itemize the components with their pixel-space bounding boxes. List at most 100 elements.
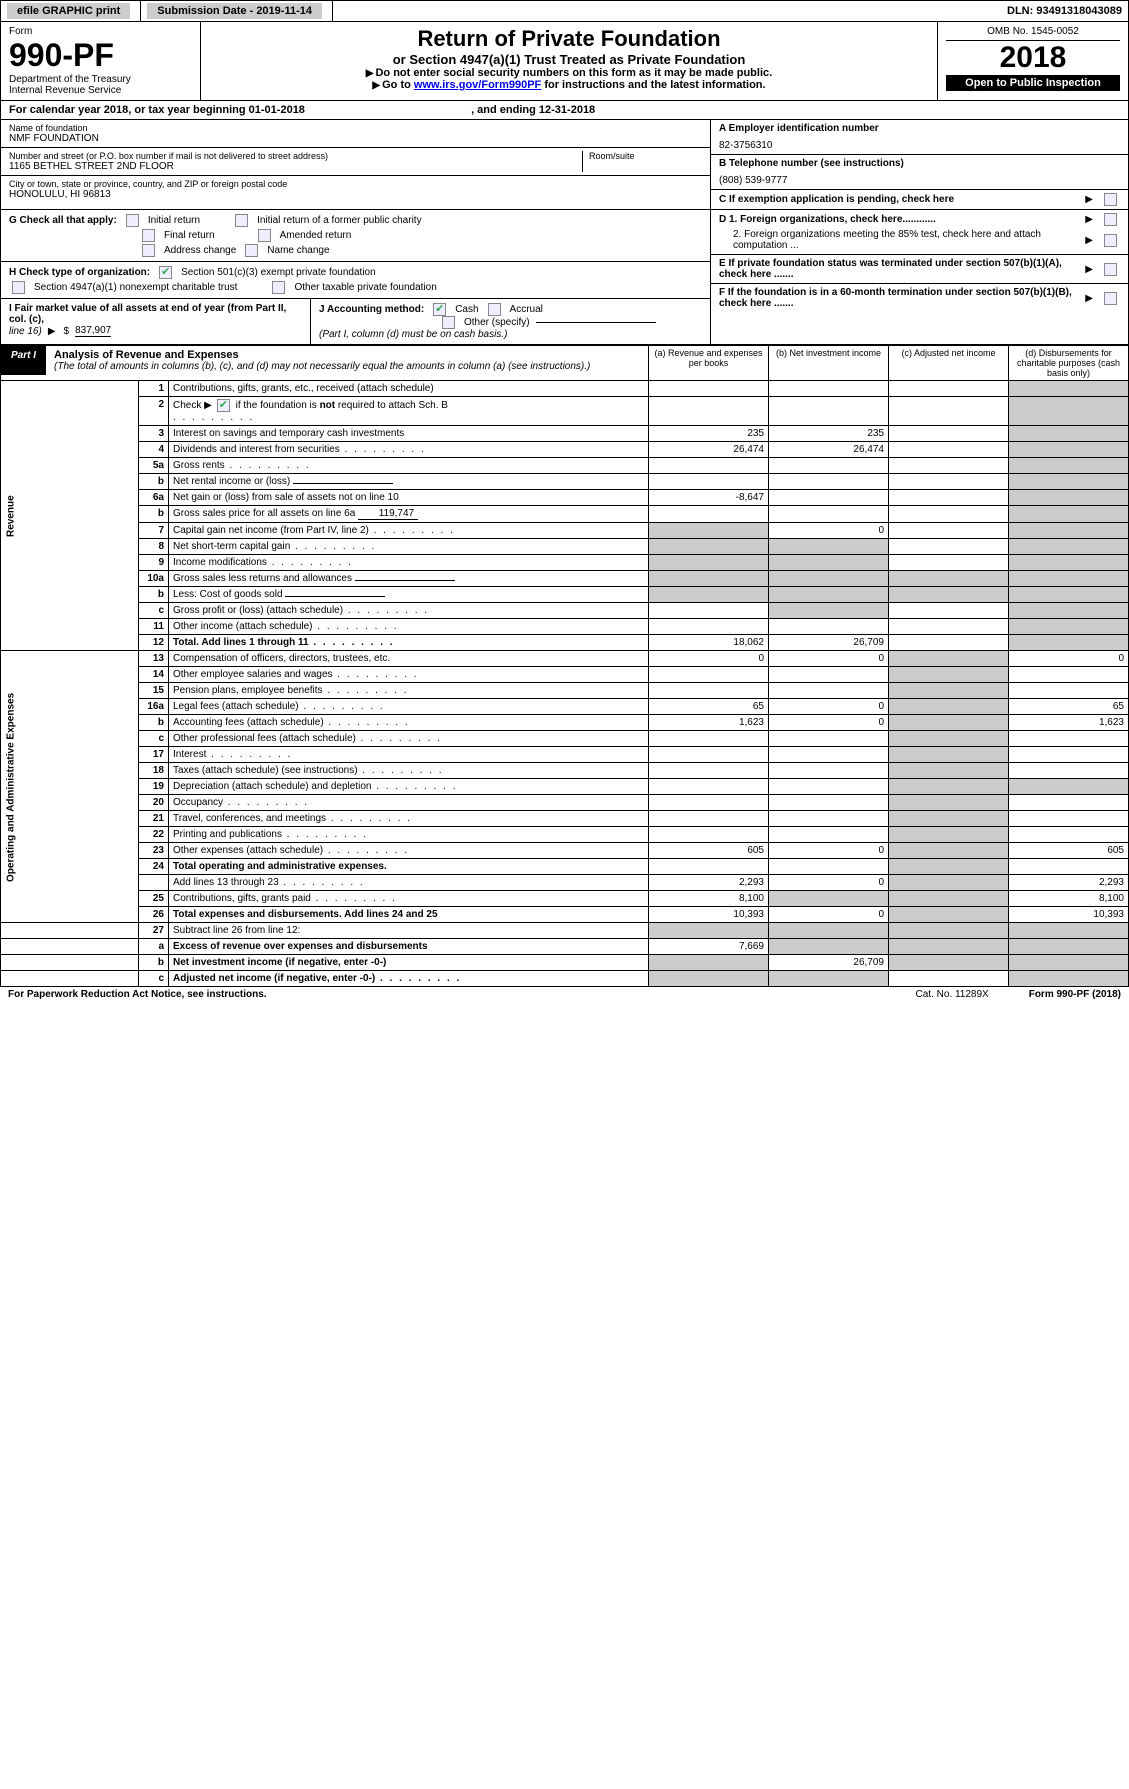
- c-checkbox[interactable]: [1104, 193, 1117, 206]
- line-desc: Accounting fees (attach schedule): [169, 715, 649, 731]
- value-cell: [649, 397, 769, 426]
- h-other-cb[interactable]: [272, 281, 285, 294]
- topbar: efile GRAPHIC print Submission Date - 20…: [0, 0, 1129, 22]
- value-cell: [889, 523, 1009, 539]
- f-cell: F If the foundation is in a 60-month ter…: [711, 284, 1128, 312]
- value-cell: [889, 381, 1009, 397]
- table-row: Operating and Administrative Expenses 13…: [1, 651, 1129, 667]
- value-cell: 2,293: [1009, 875, 1129, 891]
- i-line: line 16): [9, 326, 42, 337]
- value-cell: [889, 571, 1009, 587]
- line-num: 17: [139, 747, 169, 763]
- footer-left: For Paperwork Reduction Act Notice, see …: [8, 989, 267, 1000]
- value-cell: [769, 859, 889, 875]
- g-amended-cb[interactable]: [258, 229, 271, 242]
- value-cell: [1009, 971, 1129, 987]
- value-cell: 0: [769, 699, 889, 715]
- h-opt2: Section 4947(a)(1) nonexempt charitable …: [34, 282, 237, 293]
- value-cell: [1009, 458, 1129, 474]
- line-desc: Compensation of officers, directors, tru…: [169, 651, 649, 667]
- table-row: 6a Net gain or (loss) from sale of asset…: [1, 490, 1129, 506]
- info-grid: Name of foundation NMF FOUNDATION Number…: [0, 120, 1129, 210]
- h-4947-cb[interactable]: [12, 281, 25, 294]
- line-desc: Subtract line 26 from line 12:: [169, 923, 649, 939]
- g-initial: Initial return: [148, 215, 200, 226]
- value-cell: [649, 763, 769, 779]
- table-row: 27 Subtract line 26 from line 12:: [1, 923, 1129, 939]
- instr2-pre: Go to: [382, 79, 414, 91]
- value-cell: 235: [649, 426, 769, 442]
- form-header: Form 990-PF Department of the Treasury I…: [0, 22, 1129, 101]
- value-cell: [649, 811, 769, 827]
- value-cell: 1,623: [649, 715, 769, 731]
- line-num: 2: [139, 397, 169, 426]
- d2-cb[interactable]: [1104, 234, 1117, 247]
- value-cell: [769, 923, 889, 939]
- d1-cell: D 1. Foreign organizations, check here..…: [711, 210, 1128, 226]
- efile-btn[interactable]: efile GRAPHIC print: [7, 3, 130, 19]
- line-desc: Excess of revenue over expenses and disb…: [169, 939, 649, 955]
- line-desc: Gross profit or (loss) (attach schedule): [169, 603, 649, 619]
- line-desc: Travel, conferences, and meetings: [169, 811, 649, 827]
- inline-blank: [355, 580, 455, 581]
- line-desc: Add lines 13 through 23: [169, 875, 649, 891]
- line-num: b: [139, 715, 169, 731]
- table-row: 8 Net short-term capital gain: [1, 539, 1129, 555]
- form-word: Form: [9, 26, 192, 37]
- j-cash-cb[interactable]: [433, 303, 446, 316]
- value-cell: 605: [649, 843, 769, 859]
- value-cell: [889, 763, 1009, 779]
- instr-link[interactable]: www.irs.gov/Form990PF: [414, 79, 541, 91]
- g-name: Name change: [267, 245, 329, 256]
- h-501c3-cb[interactable]: [159, 266, 172, 279]
- value-cell: [769, 397, 889, 426]
- d1-cb[interactable]: [1104, 213, 1117, 226]
- j-cell: J Accounting method: Cash Accrual Other …: [311, 299, 710, 344]
- g-final-cb[interactable]: [142, 229, 155, 242]
- submission-btn[interactable]: Submission Date - 2019-11-14: [147, 3, 322, 19]
- g-initial-cb[interactable]: [126, 214, 139, 227]
- value-cell: [889, 555, 1009, 571]
- value-cell: [1009, 859, 1129, 875]
- value-cell: [649, 474, 769, 490]
- value-cell: [649, 619, 769, 635]
- g-addr-cb[interactable]: [142, 244, 155, 257]
- inline-val: 119,747: [358, 508, 418, 520]
- i-cell: I Fair market value of all assets at end…: [1, 299, 311, 344]
- instr1-text: Do not enter social security numbers on …: [375, 67, 772, 79]
- table-row: b Accounting fees (attach schedule) 1,62…: [1, 715, 1129, 731]
- calendar-row: For calendar year 2018, or tax year begi…: [0, 101, 1129, 120]
- g-name-cb[interactable]: [245, 244, 258, 257]
- footer: For Paperwork Reduction Act Notice, see …: [0, 987, 1129, 1002]
- value-cell: [649, 827, 769, 843]
- j-accrual-cb[interactable]: [488, 303, 501, 316]
- line-num: 13: [139, 651, 169, 667]
- value-cell: [889, 875, 1009, 891]
- value-cell: [1009, 923, 1129, 939]
- value-cell: [889, 827, 1009, 843]
- value-cell: [889, 923, 1009, 939]
- value-cell: 0: [769, 715, 889, 731]
- j-other-cb[interactable]: [442, 316, 455, 329]
- dln-cell: DLN: 93491318043089: [1001, 1, 1128, 21]
- value-cell: 26,474: [649, 442, 769, 458]
- e-lbl: E If private foundation status was termi…: [719, 258, 1079, 280]
- value-cell: [889, 955, 1009, 971]
- e-cb[interactable]: [1104, 263, 1117, 276]
- value-cell: 7,669: [649, 939, 769, 955]
- value-cell: [769, 490, 889, 506]
- inline-blank: [293, 483, 393, 484]
- ein: 82-3756310: [719, 140, 1120, 151]
- value-cell: 605: [1009, 843, 1129, 859]
- value-cell: [889, 907, 1009, 923]
- omb: OMB No. 1545-0052: [946, 26, 1120, 41]
- line-desc: Legal fees (attach schedule): [169, 699, 649, 715]
- h-opt1: Section 501(c)(3) exempt private foundat…: [181, 267, 376, 278]
- g-former-cb[interactable]: [235, 214, 248, 227]
- schb-cb[interactable]: [217, 399, 230, 412]
- value-cell: 10,393: [1009, 907, 1129, 923]
- line-num: 26: [139, 907, 169, 923]
- value-cell: 1,623: [1009, 715, 1129, 731]
- f-cb[interactable]: [1104, 292, 1117, 305]
- value-cell: [1009, 955, 1129, 971]
